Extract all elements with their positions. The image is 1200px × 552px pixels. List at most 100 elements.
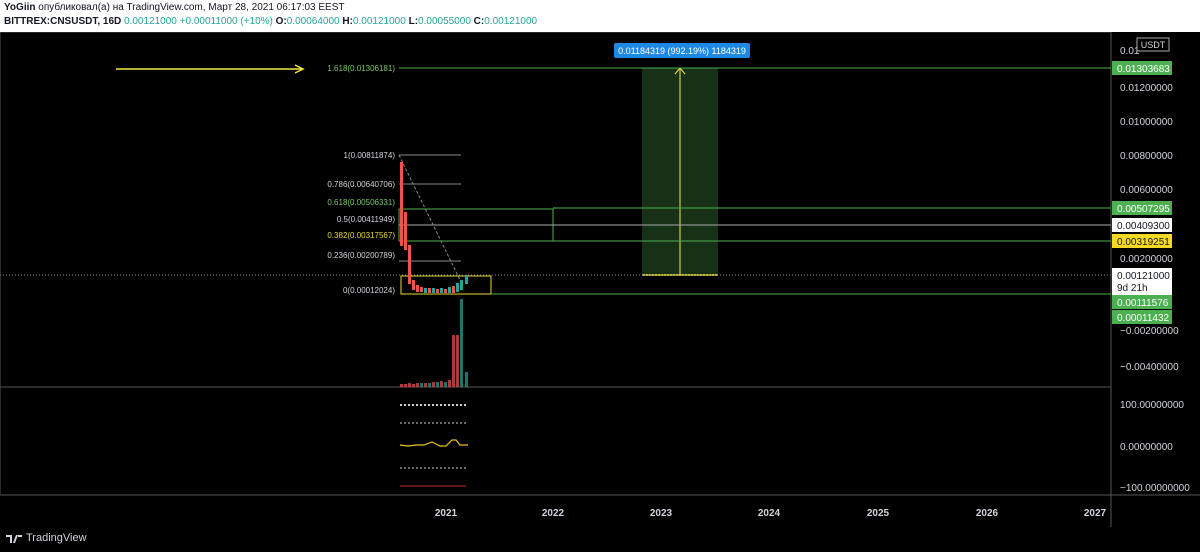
volume-group <box>400 299 468 387</box>
indicator-tick: 100.00000000 <box>1120 400 1184 411</box>
candle <box>412 280 415 290</box>
candle <box>465 275 468 284</box>
indicator-pane[interactable] <box>399 404 468 487</box>
candle <box>440 288 443 293</box>
volume-bar <box>448 380 451 387</box>
candle <box>408 245 411 284</box>
annotation-arrow-head <box>294 64 305 74</box>
chart-canvas[interactable]: 0.01184319 (992.19%) 1184319 1.618(0.013… <box>0 32 1200 527</box>
volume-bar <box>444 382 447 387</box>
price-badge: 0.00011432 <box>1117 313 1170 324</box>
price-badge: 0.00121000 <box>1117 271 1170 282</box>
volume-bar <box>408 383 411 387</box>
candle <box>432 288 435 293</box>
price-tick: −0.00200000 <box>1120 326 1179 337</box>
price-badge: 0.01303683 <box>1117 64 1170 75</box>
volume-bar <box>400 384 403 387</box>
symbol-name[interactable]: BITTREX:CNSUSDT, 16D <box>4 16 122 27</box>
time-tick: 2023 <box>650 508 673 519</box>
volume-bar <box>465 372 468 387</box>
volume-bar <box>428 383 431 387</box>
price-change: +0.00011000 (+10%) <box>179 16 273 27</box>
candle <box>452 286 455 293</box>
currency-badge-box[interactable] <box>1136 37 1170 52</box>
time-tick: 2026 <box>976 508 999 519</box>
volume-bar <box>404 384 407 387</box>
indicator-tick: −100.00000000 <box>1120 483 1190 494</box>
price-tick: 0.01000000 <box>1120 117 1173 128</box>
price-axis[interactable]: 0.01 0.01200000 0.01000000 0.00800000 0.… <box>1120 46 1179 373</box>
time-tick: 2022 <box>542 508 565 519</box>
time-tick: 2021 <box>435 508 458 519</box>
fib-label: 1(0.00811874) <box>344 151 396 160</box>
volume-bar <box>420 383 423 387</box>
volume-bar <box>412 384 415 387</box>
indicator-axis[interactable]: 100.00000000 0.00000000 −100.00000000 <box>1120 400 1190 494</box>
badge-bg <box>1112 61 1172 75</box>
tradingview-brand[interactable]: TradingView <box>26 532 87 544</box>
countdown-badge: 9d 21h <box>1117 283 1148 294</box>
volume-bar <box>440 381 443 387</box>
fib-label: 0.5(0.00411949) <box>337 215 395 224</box>
volume-bar <box>436 382 439 387</box>
open-label: O: <box>275 16 287 27</box>
indicator-tick: 0.00000000 <box>1120 442 1173 453</box>
fib-label: 0(0.00012024) <box>343 286 395 295</box>
candle <box>436 289 439 293</box>
fib-label: 0.786(0.00640706) <box>327 180 395 189</box>
candles-group[interactable] <box>400 162 468 293</box>
consolidation-box[interactable] <box>400 275 492 295</box>
badge-bg <box>1112 268 1172 295</box>
chart-pane-frame <box>0 32 1112 496</box>
close-value: 0.00121000 <box>484 16 538 27</box>
volume-bar <box>456 335 459 387</box>
volume-bar <box>460 299 463 387</box>
time-axis[interactable]: 2021 2022 2023 2024 2025 2026 2027 <box>435 508 1107 519</box>
low-label: L: <box>408 16 419 27</box>
author-name[interactable]: YoGiin <box>4 2 36 13</box>
published-text: опубликовал(а) на TradingView.com, Март … <box>38 2 345 13</box>
badge-bg <box>1112 310 1172 324</box>
candle <box>456 283 459 292</box>
close-label: C: <box>473 16 485 27</box>
badge-bg <box>1112 218 1172 232</box>
price-badge: 0.00111576 <box>1117 298 1169 309</box>
badge-bg <box>1112 234 1172 248</box>
footer: TradingView <box>0 527 1200 552</box>
fib-label: 0.236(0.00200789) <box>327 251 395 260</box>
badge-bg <box>1112 201 1172 215</box>
fib-label: 0.382(0.00317567) <box>327 231 395 240</box>
fib-trend-line[interactable] <box>398 154 463 285</box>
low-value: 0.00055000 <box>418 16 471 27</box>
candle <box>416 285 419 292</box>
time-tick: 2024 <box>758 508 781 519</box>
symbol-line: BITTREX:CNSUSDT, 16D 0.00121000 +0.00011… <box>4 16 537 27</box>
high-label: H: <box>342 16 353 27</box>
badge-bg <box>1112 295 1172 309</box>
price-tick: 0.01 <box>1120 46 1140 57</box>
price-badge: 0.00409300 <box>1117 221 1170 232</box>
tradingview-logo-icon[interactable] <box>6 533 22 545</box>
currency-badge: USDT <box>1141 40 1166 50</box>
price-tick: 0.01200000 <box>1120 83 1173 94</box>
price-badge: 0.00319251 <box>1117 237 1170 248</box>
chart-header: YoGiin опубликовал(а) на TradingView.com… <box>0 0 1200 32</box>
measure-label: 0.01184319 (992.19%) 1184319 <box>618 46 746 56</box>
fib-labels: 1.618(0.01306181) 1(0.00811874) 0.786(0.… <box>327 64 395 295</box>
candle <box>404 212 407 250</box>
high-value: 0.00121000 <box>352 16 406 27</box>
price-badges: 0.01303683 0.00507295 0.00409300 0.00319… <box>1112 61 1172 324</box>
fib-label: 0.618(0.00506331) <box>327 198 395 207</box>
price-badge: 0.00507295 <box>1117 204 1170 215</box>
volume-bar <box>432 382 435 387</box>
candle <box>448 287 451 293</box>
time-tick: 2025 <box>867 508 890 519</box>
candle <box>400 162 403 246</box>
publisher-line: YoGiin опубликовал(а) на TradingView.com… <box>4 2 345 13</box>
price-tick: 0.00800000 <box>1120 151 1173 162</box>
time-tick: 2027 <box>1084 508 1107 519</box>
volume-bar <box>452 335 455 387</box>
fib-label: 1.618(0.01306181) <box>327 64 395 73</box>
price-tick: −0.00400000 <box>1120 362 1179 373</box>
volume-bar <box>424 383 427 387</box>
